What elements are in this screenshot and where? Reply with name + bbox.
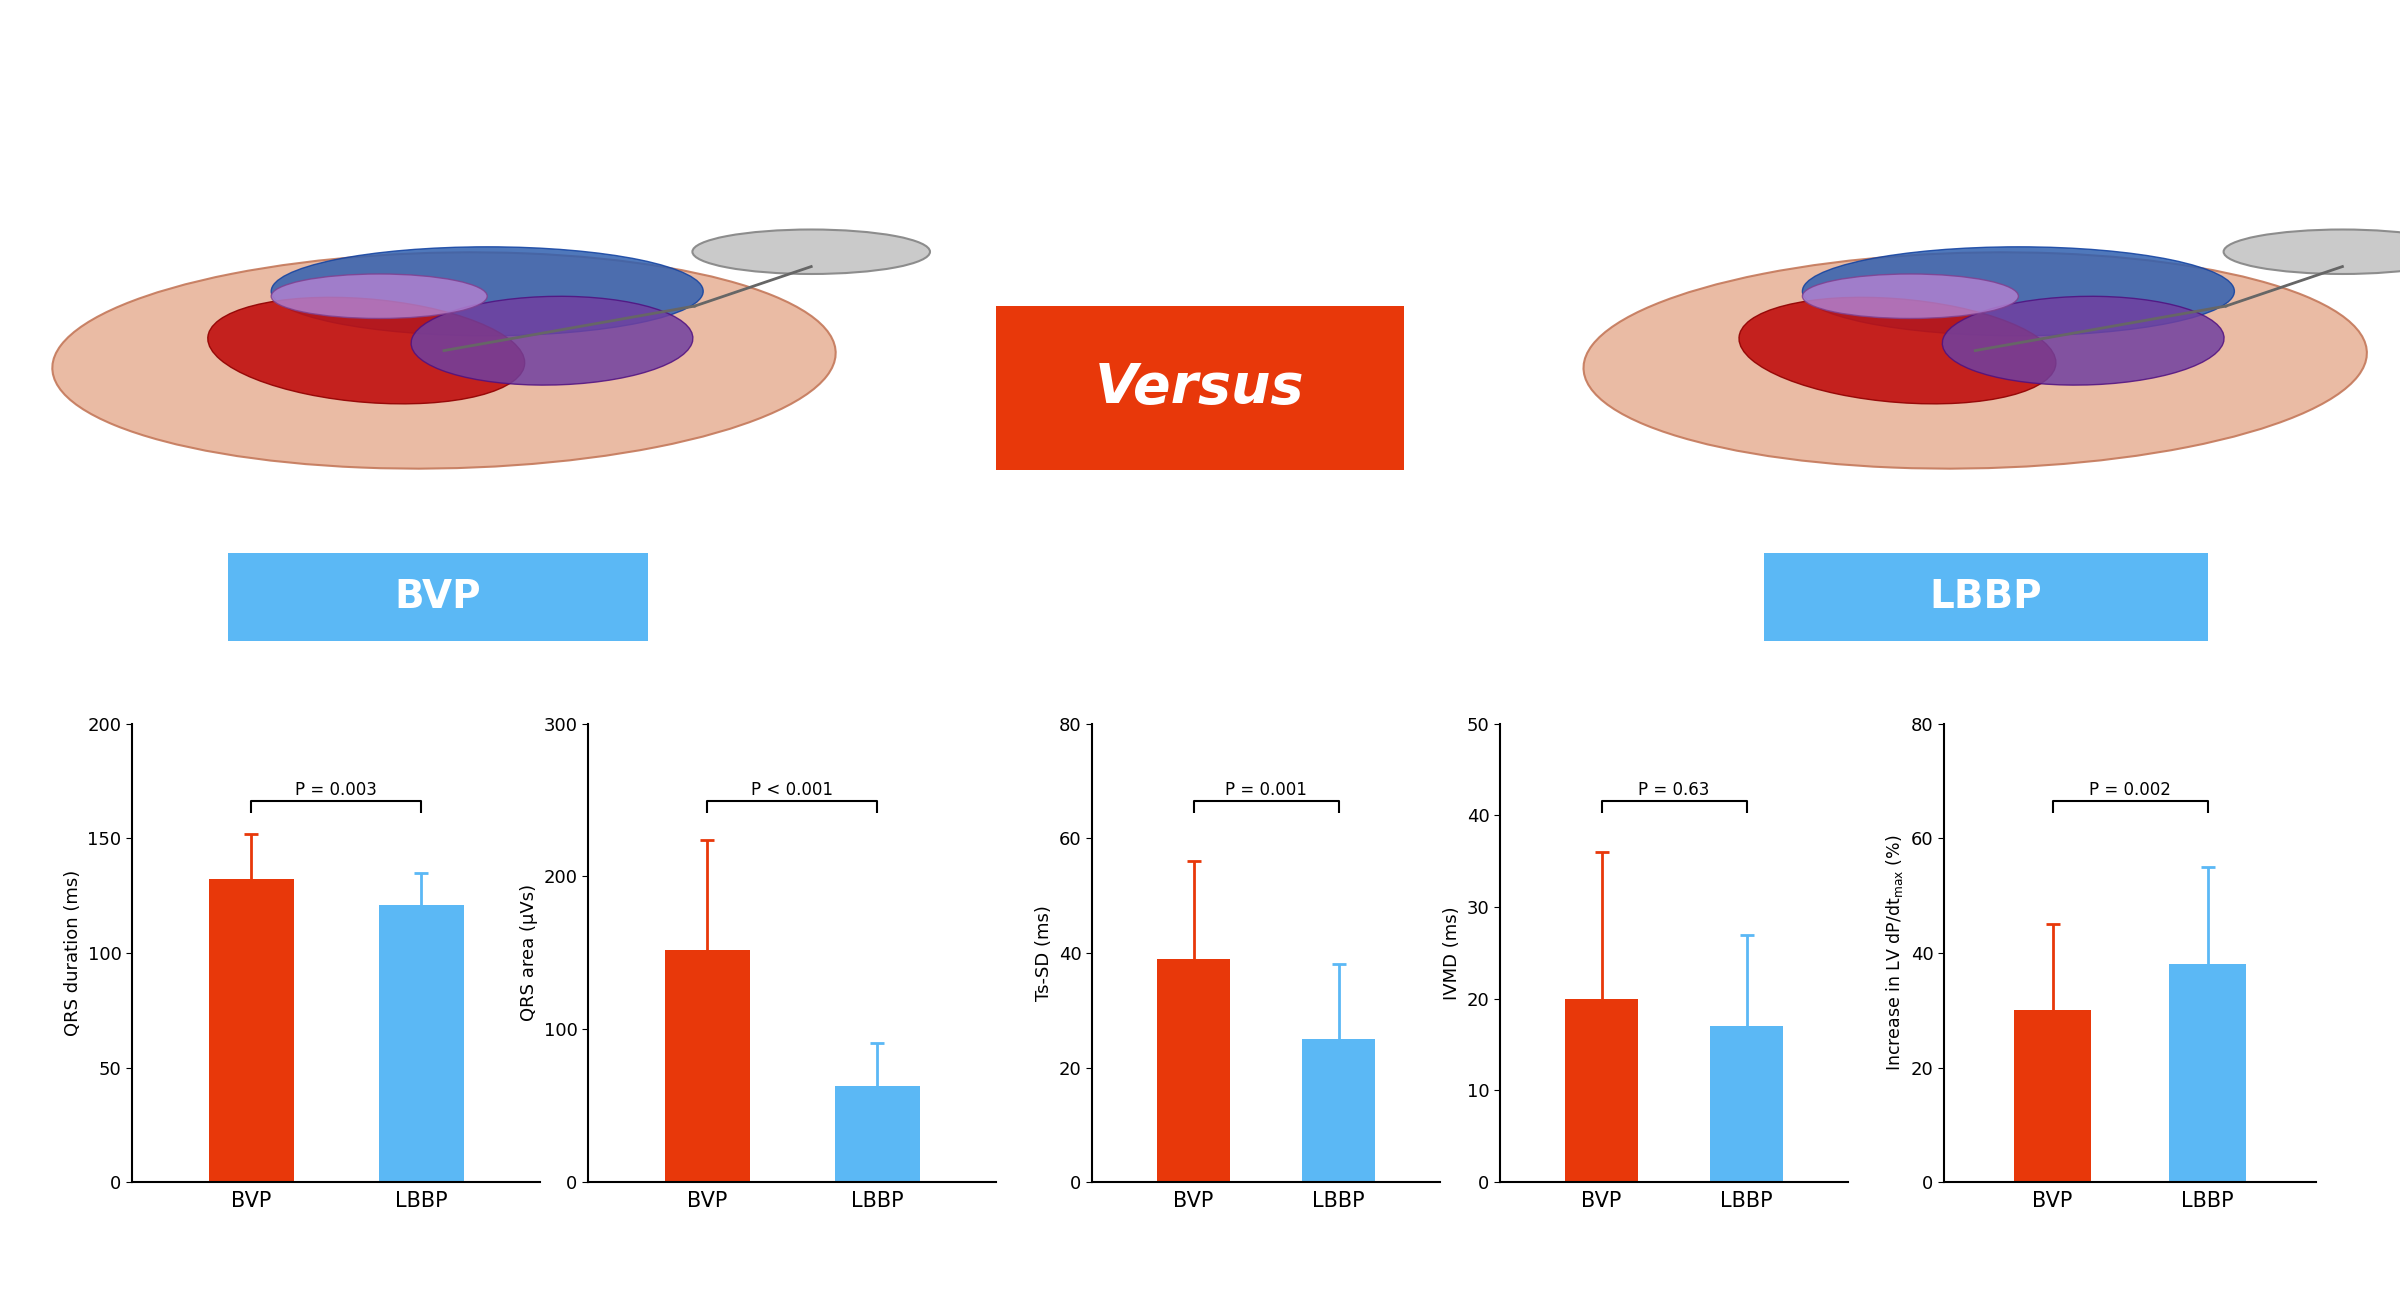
Ellipse shape [1740, 297, 2057, 404]
Bar [665, 950, 749, 1182]
Y-axis label: QRS duration (ms): QRS duration (ms) [65, 870, 82, 1036]
Text: Increase in dP/dt: Increase in dP/dt [1975, 1217, 2239, 1245]
Bar [1157, 959, 1229, 1182]
Y-axis label: QRS area (μVs): QRS area (μVs) [521, 884, 538, 1022]
Text: QRS duration: QRS duration [233, 1218, 439, 1247]
Text: max: max [2234, 1242, 2278, 1260]
Text: P < 0.001: P < 0.001 [751, 782, 833, 800]
Text: P = 0.001: P = 0.001 [1224, 782, 1308, 800]
Ellipse shape [53, 252, 835, 469]
Bar [379, 904, 463, 1182]
Y-axis label: Increase in LV dP/dt$_\mathregular{max}$ (%): Increase in LV dP/dt$_\mathregular{max}$… [1884, 835, 1906, 1071]
Bar [835, 1085, 919, 1182]
Bar [2170, 964, 2246, 1182]
Text: Electrical synchrony: Electrical synchrony [276, 652, 720, 691]
Ellipse shape [271, 274, 487, 318]
Text: Hemodynamics: Hemodynamics [1956, 652, 2287, 691]
Text: BVP: BVP [394, 578, 482, 615]
Text: Versus: Versus [1094, 360, 1306, 415]
Text: P = 0.002: P = 0.002 [2088, 782, 2172, 800]
Text: QRS area: QRS area [720, 1218, 864, 1247]
Ellipse shape [1942, 296, 2225, 385]
Ellipse shape [1584, 252, 2366, 469]
FancyBboxPatch shape [1764, 553, 2208, 641]
Y-axis label: IVMD (ms): IVMD (ms) [1442, 906, 1462, 1000]
FancyBboxPatch shape [228, 553, 648, 641]
Ellipse shape [410, 296, 694, 385]
Text: P = 0.003: P = 0.003 [295, 782, 377, 800]
Y-axis label: Ts-SD (ms): Ts-SD (ms) [1034, 904, 1054, 1001]
Text: Cardiac resynchronization therapy: Cardiac resynchronization therapy [631, 19, 1769, 78]
Ellipse shape [1802, 274, 2018, 318]
Text: P = 0.63: P = 0.63 [1639, 782, 1709, 800]
FancyBboxPatch shape [996, 305, 1404, 470]
Bar [1711, 1026, 1783, 1182]
Ellipse shape [271, 247, 703, 336]
Ellipse shape [209, 297, 526, 404]
Bar [209, 880, 293, 1182]
Text: Ts-SD: Ts-SD [1222, 1218, 1310, 1247]
Ellipse shape [691, 230, 931, 274]
Ellipse shape [2222, 230, 2400, 274]
Bar [1565, 999, 1637, 1182]
Text: IVMD: IVMD [1632, 1218, 1716, 1247]
Text: Mechanical synchrony: Mechanical synchrony [1178, 652, 1661, 691]
Ellipse shape [1802, 247, 2234, 336]
Text: LBBP: LBBP [1930, 578, 2042, 615]
Bar [2014, 1010, 2090, 1182]
Bar [1303, 1039, 1375, 1182]
